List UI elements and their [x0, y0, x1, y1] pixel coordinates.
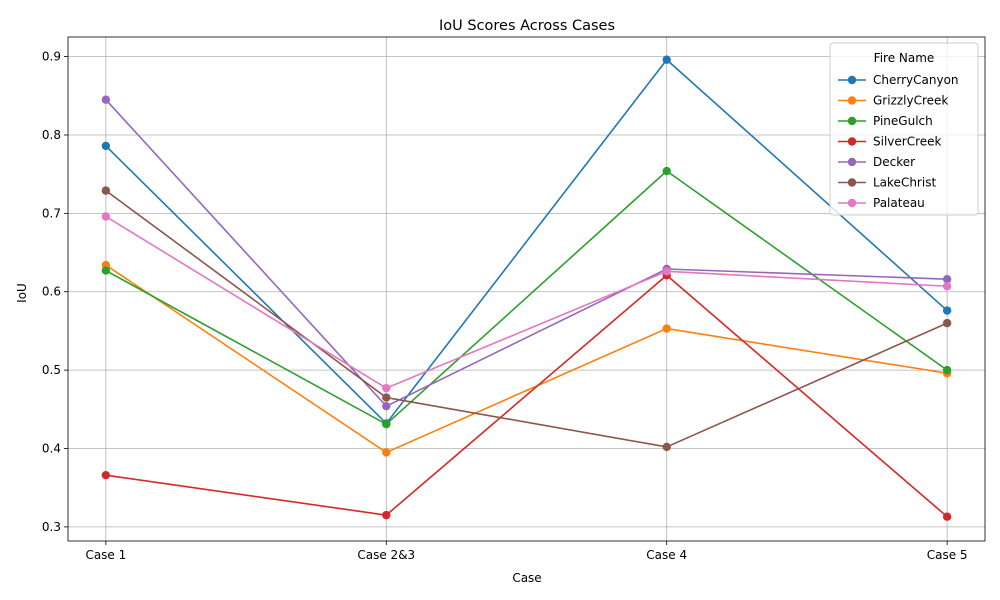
chart-title: IoU Scores Across Cases	[439, 18, 615, 34]
data-point-lakechrist	[101, 186, 111, 195]
y-tick-label: 0.7	[42, 206, 61, 220]
legend-label-pinegulch: PineGulch	[873, 114, 933, 128]
series-line-grizzlycreek	[105, 264, 948, 454]
data-point-lakechrist	[382, 393, 391, 402]
data-point-decker	[942, 275, 952, 284]
legend-label-lakechrist: LakeChrist	[873, 176, 936, 190]
data-point-silvercreek	[101, 470, 111, 480]
data-point-cherrycanyon	[942, 306, 952, 315]
data-point-pinegulch	[101, 266, 111, 275]
x-tick-label: Case 2&3	[357, 548, 415, 562]
legend-marker-silvercreek	[847, 137, 857, 146]
data-point-lakechrist	[942, 318, 952, 328]
legend-marker-grizzlycreek	[847, 96, 857, 105]
y-tick-label: 0.9	[42, 50, 61, 64]
y-axis-ticks: 0.3 0.4 0.5 0.6 0.7 0.8 0.9	[42, 50, 68, 534]
data-point-cherrycanyon	[662, 55, 671, 64]
x-tick-label: Case 5	[927, 548, 968, 562]
x-tick-label: Case 1	[85, 548, 126, 562]
legend-label-decker: Decker	[873, 155, 915, 169]
data-point-decker	[382, 401, 391, 411]
series-line-lakechrist	[105, 189, 948, 448]
data-point-palateau	[662, 267, 671, 276]
legend-marker-palateau	[847, 198, 857, 208]
data-point-pinegulch	[662, 166, 671, 176]
legend-marker-decker	[847, 157, 857, 167]
series-line-decker	[105, 99, 948, 407]
y-tick-label: 0.5	[42, 363, 61, 377]
data-point-decker	[101, 95, 111, 104]
y-tick-label: 0.4	[42, 442, 61, 456]
legend-label-silvercreek: SilverCreek	[873, 135, 942, 149]
legend-items: CherryCanyon GrizzlyCreek PineGulch SilverC…	[838, 73, 959, 210]
y-tick-label: 0.3	[42, 520, 61, 534]
legend-marker-pinegulch	[847, 116, 857, 126]
legend-marker-cherrycanyon	[847, 75, 857, 85]
data-point-lakechrist	[662, 442, 671, 452]
data-point-palateau	[101, 212, 111, 221]
series-line-palateau	[105, 215, 948, 389]
axes-frame	[67, 36, 986, 542]
y-axis-label: IoU	[15, 283, 29, 303]
legend: Fire Name CherryCanyon GrizzlyCreek PineGu…	[829, 42, 979, 216]
legend-title: Fire Name	[874, 51, 935, 65]
y-tick-label: 0.6	[42, 285, 61, 299]
data-point-cherrycanyon	[101, 141, 111, 151]
data-point-grizzlycreek	[382, 448, 391, 457]
data-point-grizzlycreek	[662, 324, 671, 333]
x-axis-ticks: Case 1 Case 2&3 Case 4 Case 5	[85, 541, 968, 562]
data-point-pinegulch	[382, 420, 391, 429]
data-point-silvercreek	[382, 510, 391, 520]
series-line-pinegulch	[105, 170, 948, 426]
data-point-pinegulch	[942, 365, 952, 375]
data-point-silvercreek	[942, 512, 952, 521]
data-point-palateau	[382, 383, 391, 393]
legend-box	[829, 42, 979, 216]
x-tick-label: Case 4	[646, 548, 687, 562]
series-lines	[105, 58, 948, 518]
legend-label-cherrycanyon: CherryCanyon	[873, 73, 959, 87]
legend-label-grizzlycreek: GrizzlyCreek	[873, 94, 948, 108]
series-line-cherrycanyon	[105, 58, 948, 425]
data-point-palateau	[942, 282, 952, 291]
y-tick-label: 0.8	[42, 128, 61, 142]
series-points	[101, 55, 952, 521]
legend-label-palateau: Palateau	[873, 196, 925, 210]
x-axis-label: Case	[512, 571, 541, 585]
series-line-silvercreek	[105, 274, 948, 518]
legend-marker-lakechrist	[847, 178, 857, 187]
